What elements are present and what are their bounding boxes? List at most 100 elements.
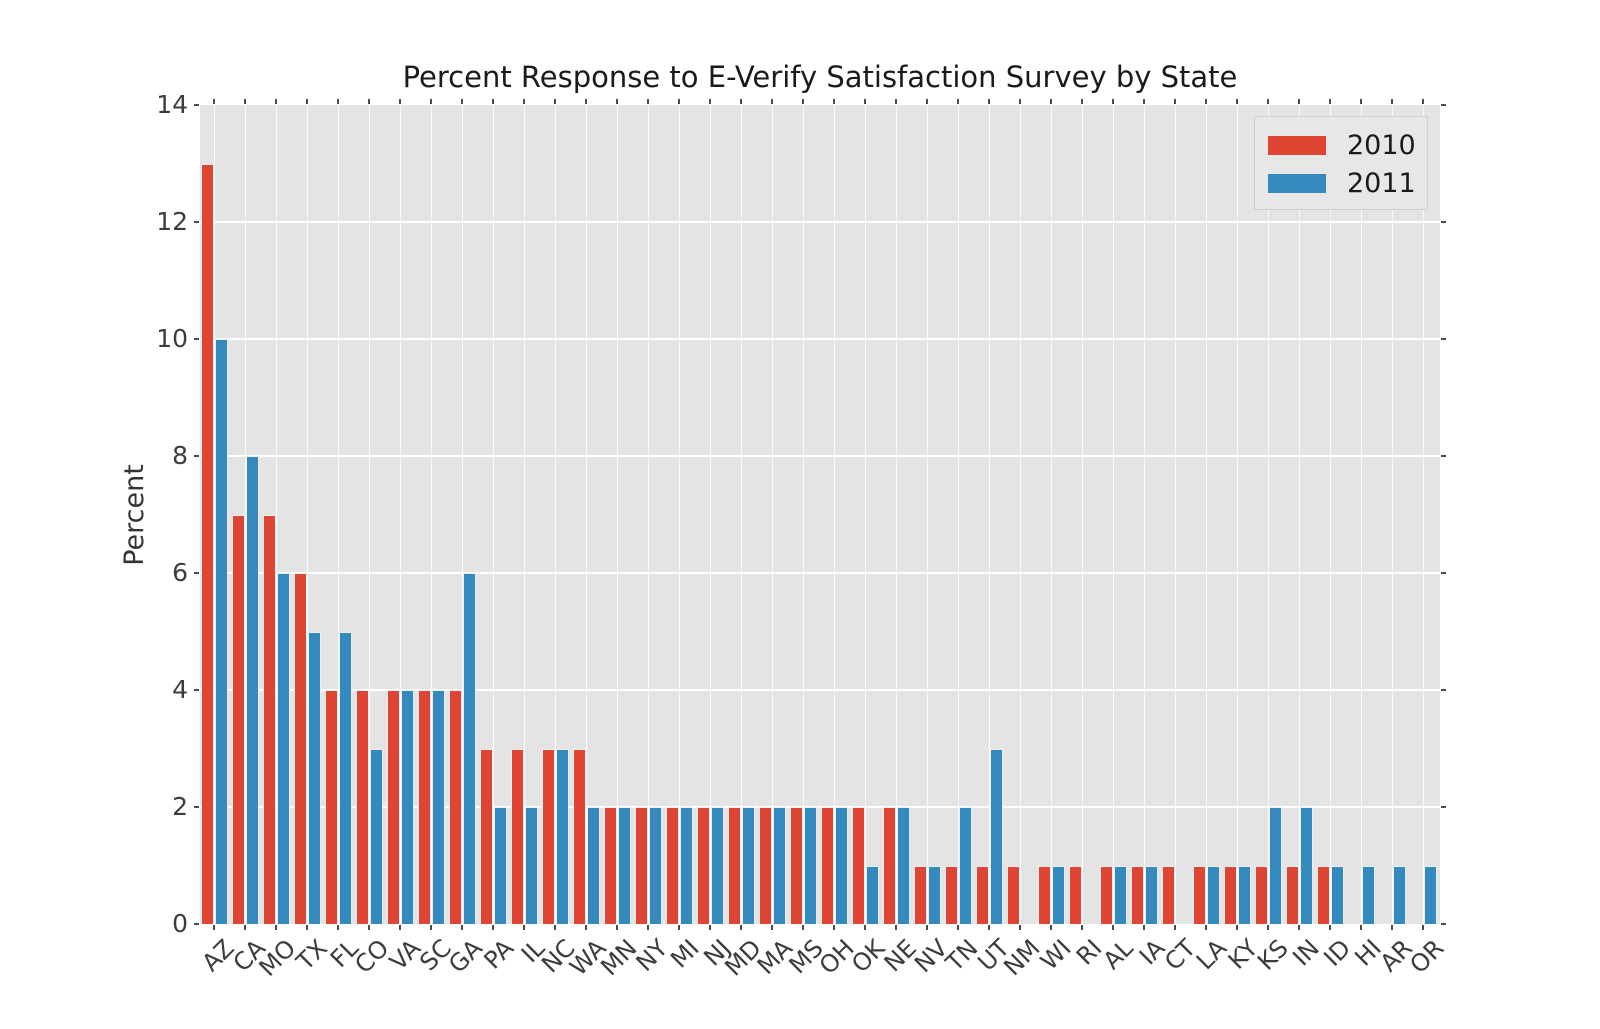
bar-2010-NY	[635, 807, 648, 924]
bar-2011-NJ	[711, 807, 724, 924]
gridline-x-TX	[306, 105, 308, 924]
xtick-top-OK	[864, 99, 867, 104]
x-tick-label-OR: OR	[1403, 934, 1449, 979]
bar-2011-MD	[742, 807, 755, 924]
bar-2010-CT	[1162, 865, 1175, 924]
bar-2011-GA	[463, 573, 476, 924]
xtick-top-MI	[678, 99, 681, 104]
xtick-bottom-AZ	[213, 925, 216, 930]
gridline-x-LA	[1205, 105, 1207, 924]
bar-2010-IL	[511, 748, 524, 924]
ytick-left-0	[194, 923, 199, 925]
ytick-left-2	[194, 806, 199, 808]
xtick-top-KS	[1267, 99, 1270, 104]
ytick-left-4	[194, 689, 199, 691]
xtick-bottom-KY	[1236, 925, 1239, 930]
bar-2010-WI	[1038, 865, 1051, 924]
xtick-bottom-MS	[802, 925, 805, 930]
bar-2010-NJ	[697, 807, 710, 924]
y-tick-label-12: 12	[156, 207, 188, 236]
gridline-x-KY	[1236, 105, 1238, 924]
ytick-left-8	[194, 455, 199, 457]
xtick-bottom-NC	[554, 925, 557, 930]
bar-2010-TN	[945, 865, 958, 924]
plot-area	[200, 105, 1440, 924]
bar-2011-TN	[959, 807, 972, 924]
bar-2010-MD	[728, 807, 741, 924]
bar-2011-ID	[1331, 865, 1344, 924]
ytick-right-14	[1441, 104, 1446, 106]
bar-2011-FL	[339, 631, 352, 924]
ytick-left-10	[194, 338, 199, 340]
xtick-top-WA	[585, 99, 588, 104]
xtick-top-IN	[1298, 99, 1301, 104]
xtick-bottom-MD	[740, 925, 743, 930]
gridline-y-8	[200, 455, 1440, 457]
gridline-x-OK	[864, 105, 866, 924]
ytick-right-12	[1441, 221, 1446, 223]
bar-2011-OH	[835, 807, 848, 924]
xtick-bottom-SC	[430, 925, 433, 930]
ytick-right-0	[1441, 923, 1446, 925]
gridline-x-MS	[802, 105, 804, 924]
xtick-top-OR	[1422, 99, 1425, 104]
bar-2011-IN	[1300, 807, 1313, 924]
xtick-top-IL	[523, 99, 526, 104]
xtick-top-MD	[740, 99, 743, 104]
y-tick-label-6: 6	[172, 558, 188, 587]
xtick-bottom-LA	[1205, 925, 1208, 930]
gridline-x-IA	[1143, 105, 1145, 924]
xtick-top-NM	[1019, 99, 1022, 104]
bar-2011-UT	[990, 748, 1003, 924]
bar-2010-PA	[480, 748, 493, 924]
gridline-x-NC	[554, 105, 556, 924]
xtick-top-KY	[1236, 99, 1239, 104]
gridline-x-KS	[1267, 105, 1269, 924]
bar-2011-AR	[1393, 865, 1406, 924]
bar-2010-AL	[1100, 865, 1113, 924]
xtick-top-AR	[1391, 99, 1394, 104]
gridline-x-NV	[926, 105, 928, 924]
gridline-y-2	[200, 806, 1440, 808]
xtick-bottom-CT	[1174, 925, 1177, 930]
bar-2010-KS	[1255, 865, 1268, 924]
gridline-x-NJ	[709, 105, 711, 924]
gridline-x-NY	[647, 105, 649, 924]
xtick-top-MA	[771, 99, 774, 104]
gridline-x-GA	[461, 105, 463, 924]
xtick-bottom-CA	[244, 925, 247, 930]
bar-2010-CO	[356, 690, 369, 924]
y-tick-label-2: 2	[172, 792, 188, 821]
xtick-top-CA	[244, 99, 247, 104]
gridline-x-CO	[368, 105, 370, 924]
gridline-y-10	[200, 338, 1440, 340]
xtick-top-CT	[1174, 99, 1177, 104]
xtick-bottom-MN	[616, 925, 619, 930]
bar-2010-CA	[232, 514, 245, 924]
bar-2010-OK	[852, 807, 865, 924]
xtick-top-TN	[957, 99, 960, 104]
gridline-x-HI	[1360, 105, 1362, 924]
gridline-x-VA	[399, 105, 401, 924]
bar-2010-TX	[294, 573, 307, 924]
gridline-y-6	[200, 572, 1440, 574]
gridline-x-RI	[1081, 105, 1083, 924]
xtick-bottom-OH	[833, 925, 836, 930]
gridline-x-IL	[523, 105, 525, 924]
xtick-top-MN	[616, 99, 619, 104]
bar-2011-LA	[1207, 865, 1220, 924]
xtick-bottom-MI	[678, 925, 681, 930]
bar-2010-AZ	[201, 163, 214, 924]
gridline-x-OR	[1422, 105, 1424, 924]
bar-2011-KY	[1238, 865, 1251, 924]
xtick-bottom-NM	[1019, 925, 1022, 930]
xtick-bottom-GA	[461, 925, 464, 930]
legend-label-2011: 2011	[1347, 167, 1416, 199]
bar-2010-FL	[325, 690, 338, 924]
y-tick-label-4: 4	[172, 675, 188, 704]
xtick-bottom-ID	[1329, 925, 1332, 930]
xtick-bottom-UT	[988, 925, 991, 930]
xtick-bottom-CO	[368, 925, 371, 930]
gridline-x-NM	[1019, 105, 1021, 924]
xtick-top-UT	[988, 99, 991, 104]
